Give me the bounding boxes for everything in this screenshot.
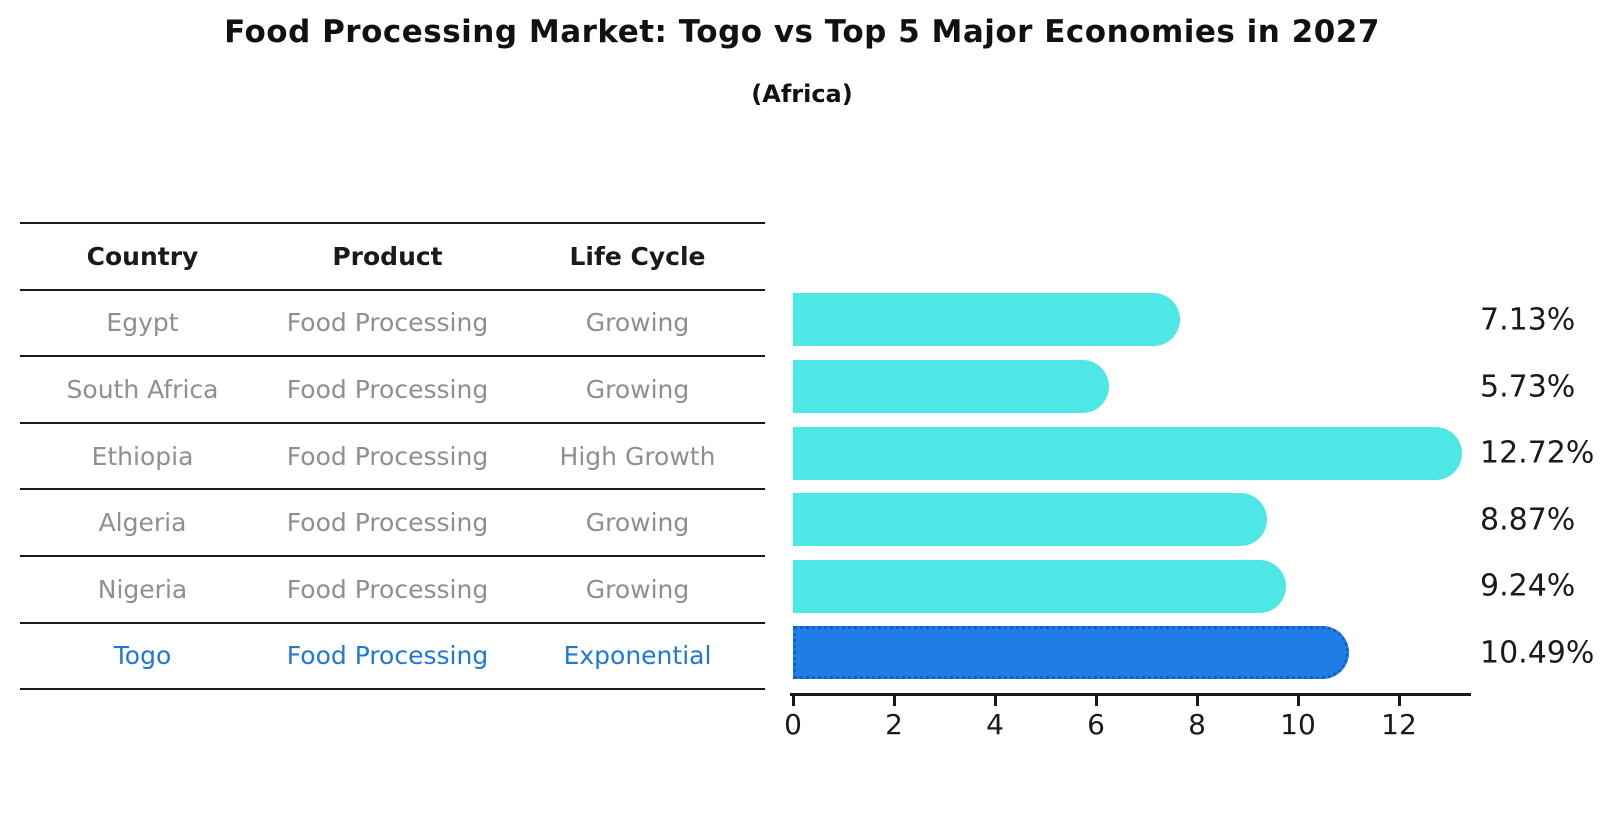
chart-title: Food Processing Market: Togo vs Top 5 Ma… [224,14,1380,50]
table-row: Togo Food Processing Exponential [20,621,765,691]
table-row: Egypt Food Processing Growing [20,288,765,356]
table-row: South Africa Food Processing Growing [20,355,765,422]
table-cell-country: Nigeria [97,574,188,604]
bar-ethiopia [793,426,1462,480]
bar-value-label: 5.73% [1480,369,1576,404]
x-tick-label: 12 [1381,708,1417,741]
x-tick-mark [791,696,795,706]
x-tick-label: 2 [885,708,903,741]
table-header-cell: Product [332,241,443,271]
x-tick-label: 4 [986,708,1004,741]
x-tick-mark [1094,696,1098,706]
table-row: Ethiopia Food Processing High Growth [20,421,765,489]
x-tick-mark [892,696,896,706]
bar-algeria [793,493,1268,547]
x-tick-label: 10 [1280,708,1316,741]
table-cell-country: Egypt [106,308,179,338]
bar-value-label: 10.49% [1480,635,1595,671]
table-cell-country: South Africa [66,374,219,404]
x-tick-mark [1296,696,1300,706]
x-axis-line [790,693,1471,696]
table-cell-life-cycle: Growing [585,308,690,338]
table-cell-country: Algeria [98,508,187,538]
bar-south-africa [793,360,1109,413]
x-tick-mark [993,696,997,706]
bar-value-label: 9.24% [1480,568,1576,604]
table-cell-life-cycle: Growing [585,374,690,404]
table-cell-product: Food Processing [286,441,489,471]
table-header-cell: Country [86,241,199,271]
table-row: Algeria Food Processing Growing [20,488,765,555]
table-cell-life-cycle: High Growth [559,441,716,471]
x-tick-mark [1195,696,1199,706]
table-header-cell: Life Cycle [569,241,706,271]
table-cell-product: Food Processing [286,641,489,671]
chart-subtitle: (Africa) [751,80,853,108]
table-cell-country: Ethiopia [91,441,194,471]
table-cell-product: Food Processing [286,508,489,538]
x-tick-label: 6 [1087,708,1105,741]
table-cell-product: Food Processing [286,374,489,404]
bar-togo [793,626,1350,680]
table-cell-life-cycle: Exponential [563,641,712,671]
bar-value-label: 12.72% [1480,435,1595,471]
x-tick-label: 8 [1188,708,1206,741]
x-tick-mark [1397,696,1401,706]
table-cell-product: Food Processing [286,308,489,338]
bar-value-label: 8.87% [1480,502,1576,538]
bar-nigeria [793,559,1287,613]
table-cell-life-cycle: Growing [585,574,690,604]
bar-value-label: 7.13% [1480,302,1576,338]
table-row: Nigeria Food Processing Growing [20,554,765,622]
table-cell-product: Food Processing [286,574,489,604]
x-tick-label: 0 [784,708,802,741]
data-table: Country Product Life Cycle Egypt Food Proces… [20,222,765,691]
table-header-row: Country Product Life Cycle [20,222,765,289]
table-cell-life-cycle: Growing [585,508,690,538]
bar-egypt [793,293,1180,347]
table-cell-country: Togo [113,641,172,671]
